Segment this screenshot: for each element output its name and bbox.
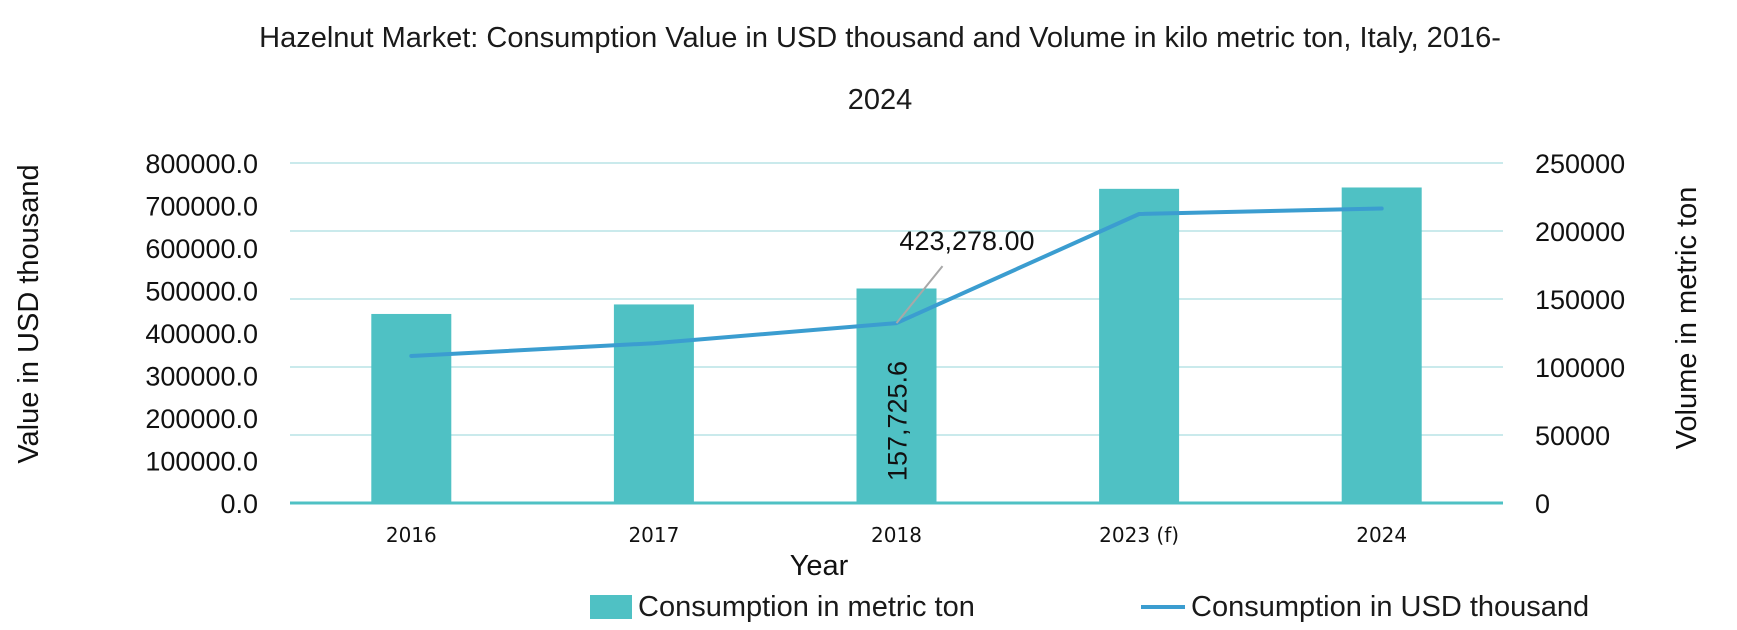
x-tick-label: 2024 (1356, 523, 1407, 547)
y-right-tick-label: 150000 (1535, 285, 1625, 315)
y-left-tick-label: 200000.0 (145, 404, 258, 434)
y-left-tick-label: 800000.0 (145, 149, 258, 179)
x-tick-label: 2023 (f) (1099, 523, 1179, 547)
annotations: 423,278.00 157,725.6 (883, 226, 1035, 481)
y-left-axis-title: Value in USD thousand (13, 164, 45, 463)
y-left-tick-label: 600000.0 (145, 234, 258, 264)
annotation-leader-line (895, 265, 944, 324)
y-left-tick-label: 700000.0 (145, 192, 258, 222)
x-axis-title: Year (790, 550, 849, 582)
y-right-tick-labels: 250000 200000 150000 100000 50000 0 (1535, 149, 1625, 519)
x-tick-label: 2017 (628, 523, 679, 547)
y-left-tick-label: 400000.0 (145, 319, 258, 349)
line-data-label: 423,278.00 (899, 226, 1034, 256)
y-left-tick-label: 0.0 (220, 489, 258, 519)
y-right-tick-label: 100000 (1535, 353, 1625, 383)
chart-title-line-2: 2024 (847, 84, 913, 116)
legend: Consumption in metric ton Consumption in… (0, 590, 1737, 624)
chart-title-line-1: Hazelnut Market: Consumption Value in US… (259, 22, 1501, 54)
bar-data-label: 157,725.6 (883, 361, 913, 481)
y-left-tick-label: 100000.0 (145, 447, 258, 477)
y-left-tick-label: 500000.0 (145, 277, 258, 307)
y-right-tick-label: 0 (1535, 489, 1550, 519)
y-right-tick-label: 50000 (1535, 421, 1610, 451)
chart-plot: 800000.0700000.0600000.0500000.0400000.0… (13, 149, 1703, 582)
y-right-axis-title: Volume in metric ton (1671, 187, 1703, 450)
legend-label-bar: Consumption in metric ton (638, 590, 975, 623)
bar (613, 304, 694, 503)
x-tick-labels: 2016 2017 2018 2023 (f) 2024 (386, 523, 1407, 547)
legend-item-line: Consumption in USD thousand (1141, 590, 1589, 624)
bar (1341, 187, 1422, 504)
x-tick-label: 2016 (386, 523, 437, 547)
y-right-tick-label: 200000 (1535, 217, 1625, 247)
bar-series (371, 187, 1422, 504)
bar (371, 313, 452, 503)
legend-swatch-line (1141, 605, 1185, 609)
legend-item-bar: Consumption in metric ton (590, 590, 975, 624)
y-right-tick-label: 250000 (1535, 149, 1625, 179)
legend-label-line: Consumption in USD thousand (1191, 590, 1590, 623)
y-left-tick-label: 300000.0 (145, 362, 258, 392)
legend-swatch-bar (590, 595, 632, 619)
bar (1099, 188, 1180, 503)
chart-title: Hazelnut Market: Consumption Value in US… (170, 7, 1590, 131)
x-tick-label: 2018 (871, 523, 922, 547)
y-left-tick-labels: 800000.0 700000.0 600000.0 500000.0 400000.0… (145, 149, 258, 519)
